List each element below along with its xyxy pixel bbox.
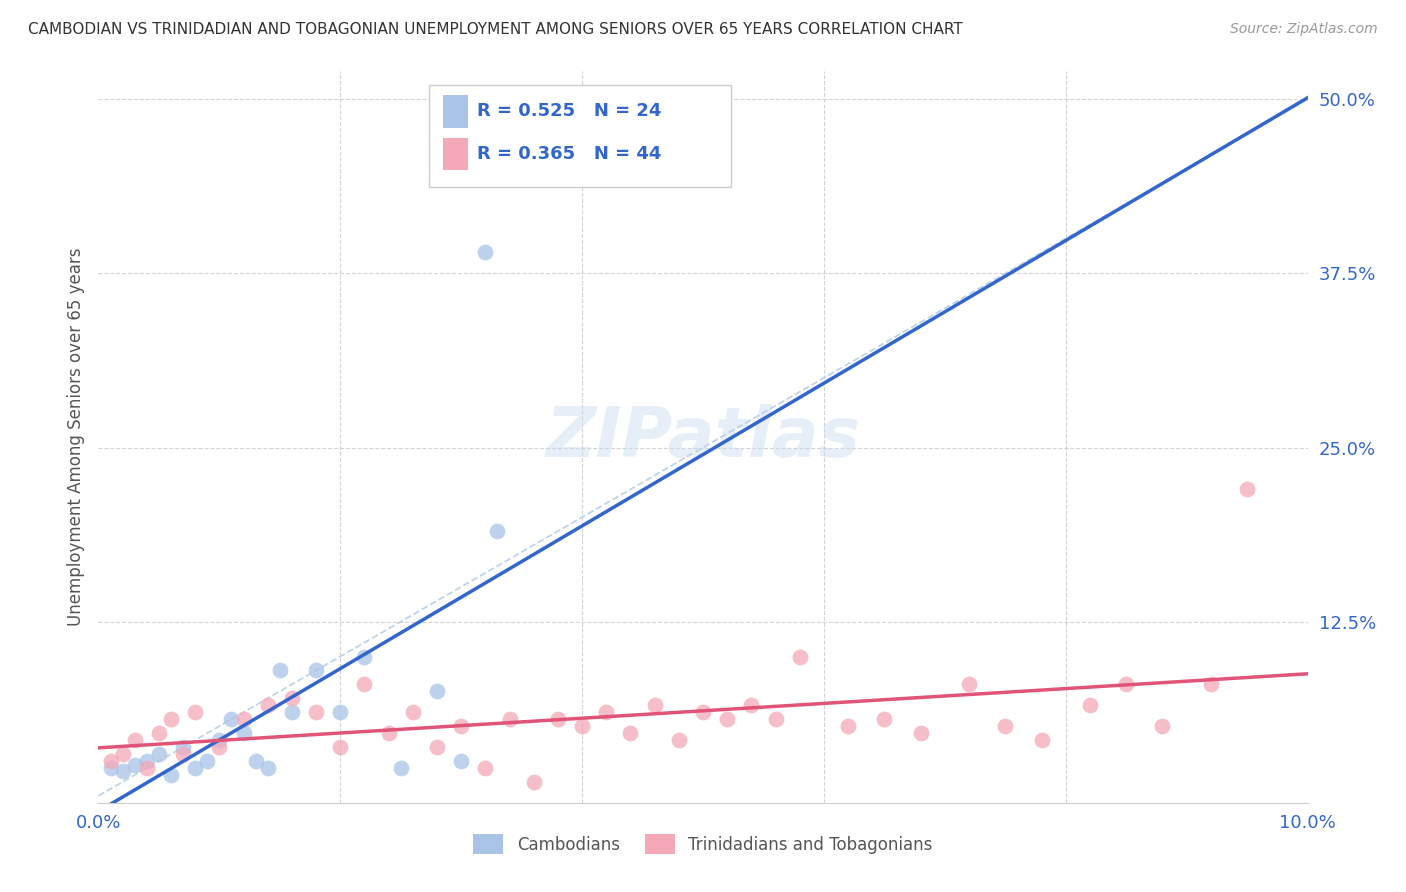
Point (148, 747, 170, 761)
Point (281, 691, 304, 706)
Point (1199, 677, 1222, 691)
Point (450, 719, 472, 733)
Point (668, 733, 690, 747)
Point (100, 761, 122, 775)
Point (426, 740, 449, 755)
Point (910, 726, 932, 740)
Point (353, 649, 375, 664)
Point (474, 761, 496, 775)
Point (1236, 483, 1258, 497)
Point (281, 705, 304, 719)
Point (426, 684, 449, 698)
Point (305, 705, 328, 719)
Point (389, 761, 412, 775)
Point (595, 705, 617, 719)
Point (619, 726, 641, 740)
Point (837, 719, 859, 733)
Point (269, 664, 291, 678)
Point (111, 747, 134, 761)
Text: ZIPatlas: ZIPatlas (546, 403, 860, 471)
Y-axis label: Unemployment Among Seniors over 65 years: Unemployment Among Seniors over 65 years (66, 248, 84, 626)
Point (172, 747, 194, 761)
Point (1031, 733, 1053, 747)
Point (486, 524, 509, 538)
Point (1078, 698, 1101, 713)
Point (124, 733, 146, 747)
Point (184, 761, 207, 775)
Text: R = 0.525   N = 24: R = 0.525 N = 24 (477, 103, 661, 120)
Text: R = 0.365   N = 44: R = 0.365 N = 44 (477, 145, 661, 163)
Point (498, 712, 520, 726)
Point (571, 719, 593, 733)
Point (692, 705, 714, 719)
Point (329, 740, 352, 755)
Text: CAMBODIAN VS TRINIDADIAN AND TOBAGONIAN UNEMPLOYMENT AMONG SENIORS OVER 65 YEARS: CAMBODIAN VS TRINIDADIAN AND TOBAGONIAN … (28, 22, 963, 37)
Point (135, 761, 157, 775)
Point (644, 698, 666, 713)
Point (305, 664, 328, 678)
Point (100, 754, 122, 768)
Point (789, 649, 811, 664)
Text: Source: ZipAtlas.com: Source: ZipAtlas.com (1230, 22, 1378, 37)
Point (256, 761, 278, 775)
Point (160, 712, 183, 726)
Point (353, 677, 375, 691)
Point (148, 726, 170, 740)
Point (765, 712, 787, 726)
Point (135, 754, 157, 768)
Point (740, 698, 762, 713)
Point (172, 740, 194, 755)
Point (450, 754, 472, 768)
Point (377, 726, 399, 740)
Point (232, 726, 254, 740)
Point (994, 719, 1017, 733)
Point (474, 245, 496, 260)
Point (256, 698, 278, 713)
Point (208, 733, 231, 747)
Point (957, 677, 980, 691)
Point (184, 705, 207, 719)
Point (208, 740, 231, 755)
Point (232, 712, 254, 726)
Point (124, 758, 146, 772)
Point (402, 705, 425, 719)
Point (873, 712, 896, 726)
Point (523, 775, 546, 789)
Point (716, 712, 738, 726)
Point (1152, 719, 1174, 733)
Point (195, 754, 218, 768)
Legend: Cambodians, Trinidadians and Tobagonians: Cambodians, Trinidadians and Tobagonians (467, 828, 939, 860)
Point (1115, 677, 1137, 691)
Point (245, 754, 267, 768)
Point (221, 712, 243, 726)
Point (111, 764, 134, 778)
Point (329, 705, 352, 719)
Point (547, 712, 569, 726)
Point (160, 768, 183, 782)
